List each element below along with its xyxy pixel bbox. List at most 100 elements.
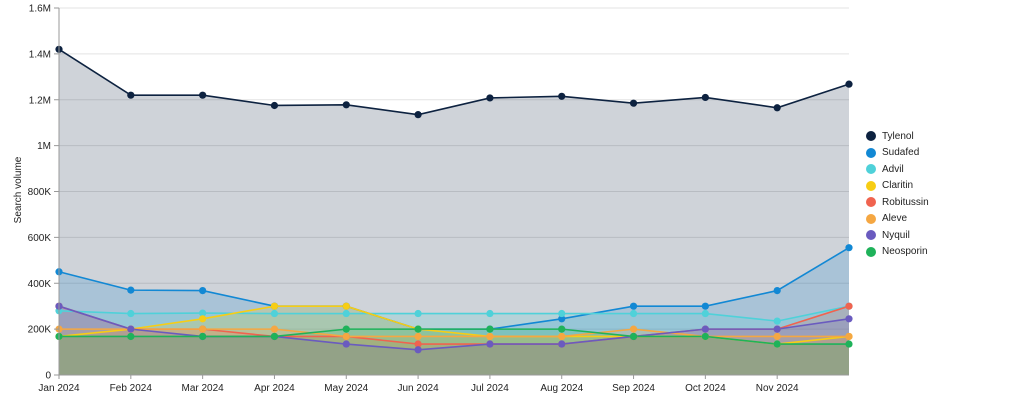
legend-item-claritin[interactable]: Claritin bbox=[866, 178, 929, 195]
data-point-advil[interactable] bbox=[127, 309, 135, 318]
data-point-sudafed[interactable] bbox=[558, 315, 566, 323]
series-area-neosporin bbox=[59, 329, 849, 375]
data-point-neosporin[interactable] bbox=[773, 340, 781, 348]
x-tick-label: Aug 2024 bbox=[540, 383, 583, 394]
data-point-neosporin[interactable] bbox=[558, 325, 566, 333]
data-point-sudafed[interactable] bbox=[701, 302, 709, 310]
data-point-claritin[interactable] bbox=[270, 302, 279, 310]
data-point-neosporin[interactable] bbox=[199, 332, 207, 341]
data-point-neosporin[interactable] bbox=[342, 325, 350, 333]
data-point-tylenol[interactable] bbox=[558, 92, 566, 100]
data-point-neosporin[interactable] bbox=[127, 332, 135, 341]
data-point-tylenol[interactable] bbox=[486, 94, 494, 102]
legend-label: Aleve bbox=[882, 213, 908, 225]
data-point-sudafed[interactable] bbox=[773, 286, 781, 295]
data-point-aleve[interactable] bbox=[845, 332, 853, 341]
legend-swatch bbox=[866, 147, 876, 158]
y-tick-label: 200K bbox=[28, 325, 52, 336]
series-area-advil bbox=[59, 306, 849, 375]
data-point-nyquil[interactable] bbox=[845, 315, 853, 323]
data-point-advil[interactable] bbox=[414, 309, 422, 318]
data-point-neosporin[interactable] bbox=[270, 332, 279, 341]
legend-label: Advil bbox=[882, 163, 904, 175]
data-point-nyquil[interactable] bbox=[486, 340, 494, 348]
data-point-robitussin[interactable] bbox=[414, 340, 422, 348]
data-point-nyquil[interactable] bbox=[414, 346, 422, 354]
data-point-aleve[interactable] bbox=[629, 325, 638, 333]
data-point-tylenol[interactable] bbox=[199, 91, 207, 99]
series-line-advil bbox=[58, 305, 850, 322]
data-point-aleve[interactable] bbox=[414, 332, 422, 341]
data-point-neosporin[interactable] bbox=[845, 340, 853, 348]
legend-label: Tylenol bbox=[882, 130, 914, 142]
data-point-sudafed[interactable] bbox=[845, 244, 853, 252]
data-point-aleve[interactable] bbox=[486, 332, 494, 341]
data-point-advil[interactable] bbox=[199, 309, 207, 317]
data-point-aleve[interactable] bbox=[558, 332, 566, 341]
series-area-nyquil bbox=[59, 306, 849, 375]
legend-item-aleve[interactable]: Aleve bbox=[866, 211, 929, 228]
data-point-tylenol[interactable] bbox=[629, 99, 638, 107]
legend-swatch bbox=[866, 213, 876, 224]
legend-item-nyquil[interactable]: Nyquil bbox=[866, 227, 929, 244]
data-point-tylenol[interactable] bbox=[127, 91, 135, 99]
data-point-advil[interactable] bbox=[773, 317, 781, 325]
y-tick-label: 600K bbox=[28, 233, 52, 244]
data-point-robitussin[interactable] bbox=[845, 302, 853, 310]
data-point-sudafed[interactable] bbox=[199, 286, 207, 295]
data-point-tylenol[interactable] bbox=[414, 111, 422, 119]
data-point-nyquil[interactable] bbox=[127, 325, 135, 333]
legend-item-robitussin[interactable]: Robitussin bbox=[866, 194, 929, 211]
data-point-advil[interactable] bbox=[270, 309, 279, 318]
series-line-nyquil bbox=[58, 305, 850, 351]
legend-label: Claritin bbox=[882, 180, 914, 192]
data-point-tylenol[interactable] bbox=[701, 93, 709, 102]
legend-swatch bbox=[866, 246, 876, 257]
data-point-aleve[interactable] bbox=[270, 325, 279, 333]
data-point-nyquil[interactable] bbox=[342, 340, 350, 348]
data-point-advil[interactable] bbox=[629, 309, 638, 318]
data-point-advil[interactable] bbox=[558, 309, 566, 318]
series-line-aleve bbox=[59, 328, 849, 338]
data-point-tylenol[interactable] bbox=[845, 80, 853, 88]
data-point-nyquil[interactable] bbox=[558, 340, 566, 348]
data-point-sudafed[interactable] bbox=[127, 286, 135, 294]
legend-label: Sudafed bbox=[882, 147, 920, 159]
legend-item-advil[interactable]: Advil bbox=[866, 161, 929, 178]
data-point-tylenol[interactable] bbox=[342, 101, 350, 109]
data-point-neosporin[interactable] bbox=[414, 325, 422, 333]
data-point-aleve[interactable] bbox=[773, 332, 781, 341]
data-point-neosporin[interactable] bbox=[629, 332, 638, 341]
data-point-claritin[interactable] bbox=[199, 315, 207, 323]
y-tick-label: 1M bbox=[37, 141, 51, 152]
data-point-aleve[interactable] bbox=[199, 325, 207, 333]
data-point-advil[interactable] bbox=[701, 309, 709, 318]
y-tick-label: 1.2M bbox=[29, 95, 51, 106]
legend-item-sudafed[interactable]: Sudafed bbox=[866, 145, 929, 162]
legend-swatch bbox=[866, 197, 876, 208]
data-point-tylenol[interactable] bbox=[270, 101, 279, 110]
series-area-robitussin bbox=[59, 306, 849, 375]
series-areas bbox=[59, 49, 849, 375]
y-tick-label: 0 bbox=[45, 371, 51, 382]
legend-swatch bbox=[866, 164, 876, 175]
data-point-sudafed[interactable] bbox=[629, 302, 638, 310]
data-point-tylenol[interactable] bbox=[773, 104, 781, 112]
data-point-neosporin[interactable] bbox=[486, 325, 494, 333]
data-point-advil[interactable] bbox=[486, 309, 494, 318]
y-tick-label: 400K bbox=[28, 279, 52, 290]
data-point-nyquil[interactable] bbox=[773, 325, 781, 333]
legend-item-tylenol[interactable]: Tylenol bbox=[866, 128, 929, 145]
series-line-neosporin bbox=[59, 328, 849, 345]
series-lines bbox=[58, 48, 850, 351]
y-tick-label: 800K bbox=[28, 187, 52, 198]
data-point-neosporin[interactable] bbox=[701, 332, 709, 341]
data-point-aleve[interactable] bbox=[342, 332, 350, 341]
axes: 0 200K 400K 600K 800K 1M 1.2M 1.4M 1.6M Jan 2024 F… bbox=[28, 4, 849, 394]
legend-item-neosporin[interactable]: Neosporin bbox=[866, 244, 929, 261]
x-tick-label: Feb 2024 bbox=[110, 383, 153, 394]
data-point-nyquil[interactable] bbox=[701, 325, 709, 333]
data-point-advil[interactable] bbox=[342, 309, 350, 318]
data-point-claritin[interactable] bbox=[342, 302, 350, 310]
